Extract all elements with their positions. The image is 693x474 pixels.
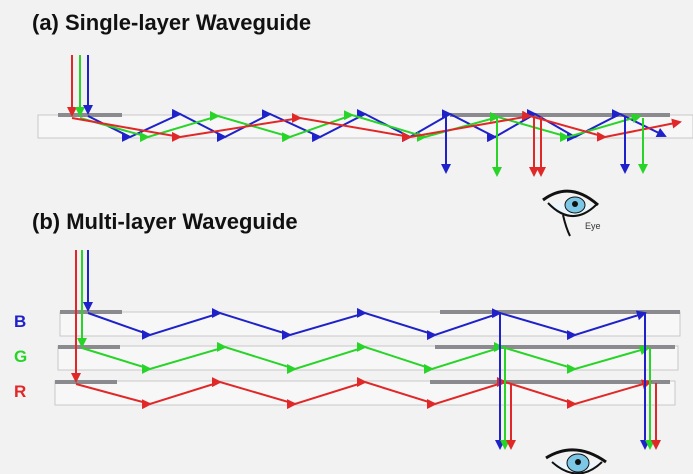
rays-b <box>71 250 661 450</box>
panel-title: (b) Multi-layer Waveguide <box>32 209 298 234</box>
layer-label: R <box>14 382 26 401</box>
eye-icon <box>545 448 607 474</box>
panel-title: (a) Single-layer Waveguide <box>32 10 311 35</box>
eye-icon <box>542 189 599 237</box>
layer-label: B <box>14 312 26 331</box>
layer-label: G <box>14 347 27 366</box>
eye-label: Eye <box>585 221 601 231</box>
rays-a <box>67 55 682 177</box>
